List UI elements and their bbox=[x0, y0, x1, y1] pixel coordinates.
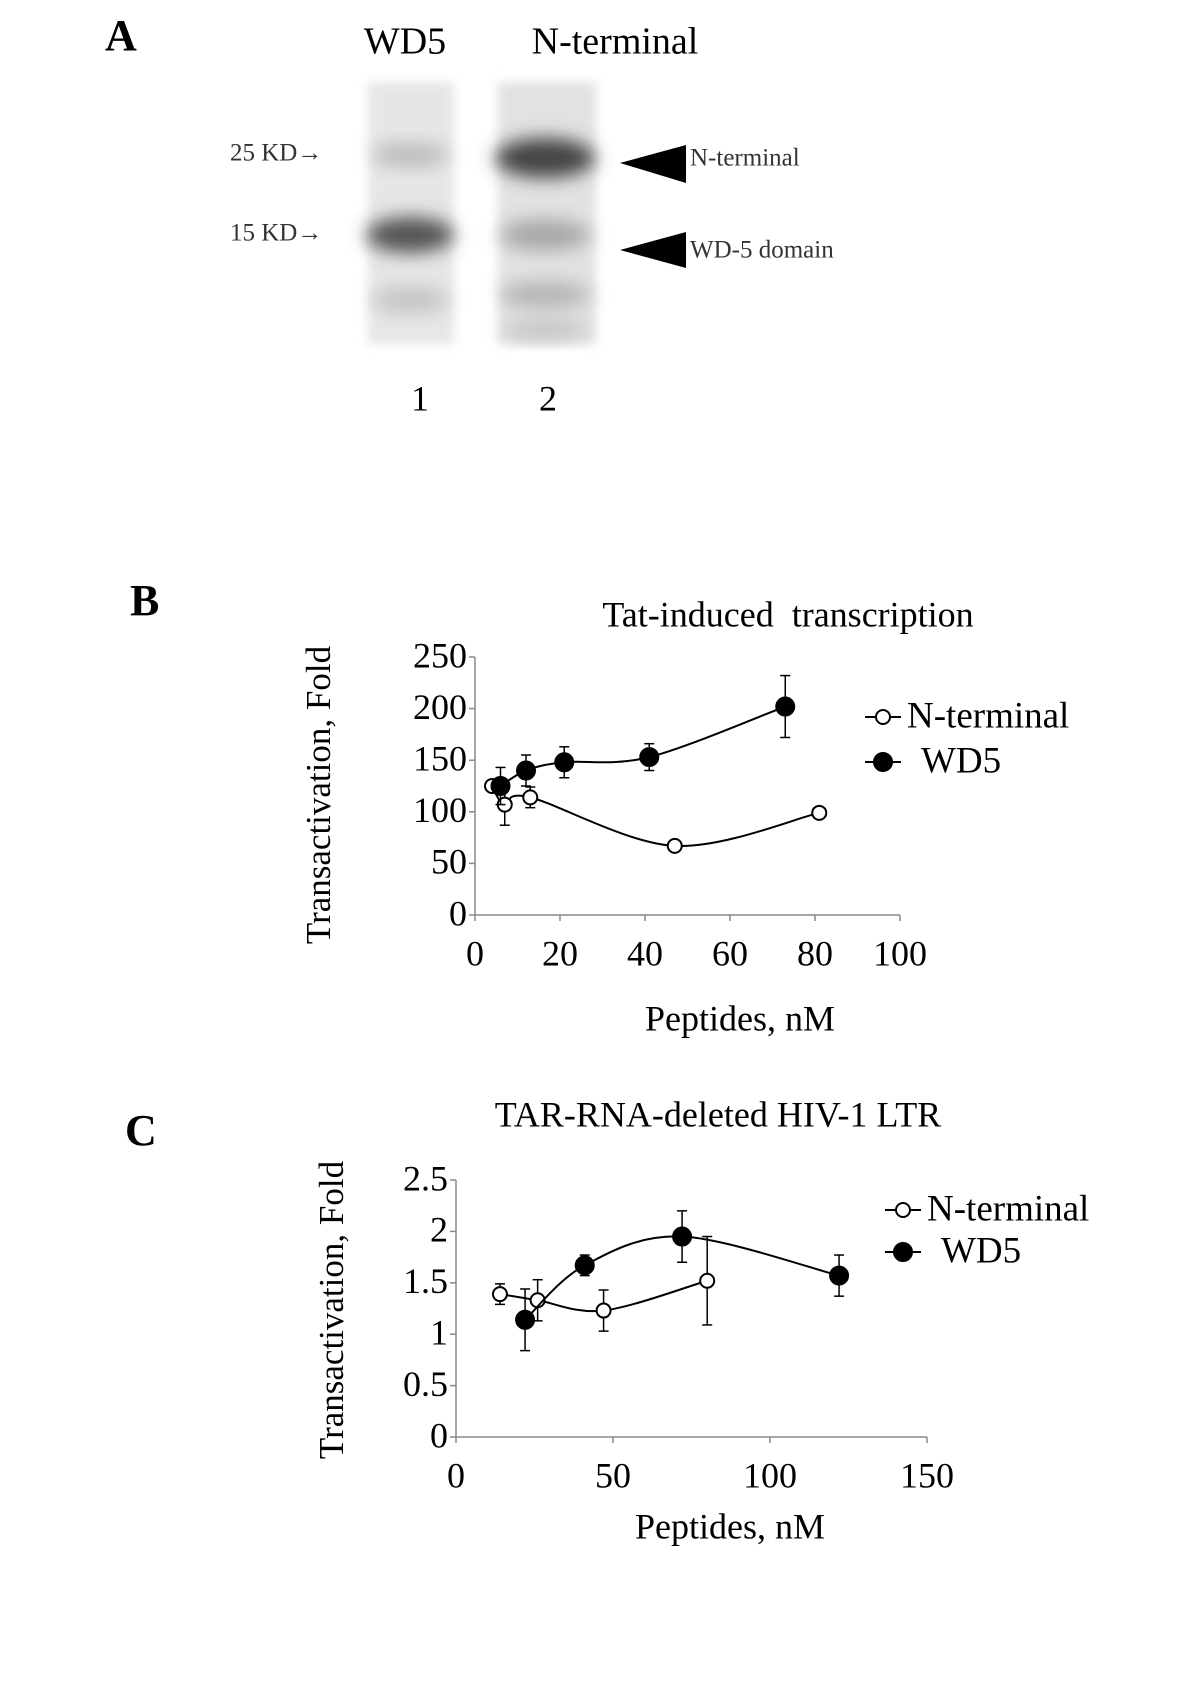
panel-label: B bbox=[130, 576, 159, 625]
marker bbox=[811, 804, 828, 821]
marker bbox=[875, 709, 891, 725]
x-tick-label: 150 bbox=[900, 1455, 954, 1495]
marker bbox=[775, 696, 796, 717]
x-axis-label: Peptides, nM bbox=[635, 1506, 825, 1546]
y-tick-label: 150 bbox=[413, 738, 467, 778]
x-tick-label: 0 bbox=[447, 1455, 465, 1495]
band-label: WD-5 domain bbox=[690, 237, 834, 264]
lane-title: N-terminal bbox=[532, 21, 699, 63]
y-tick-label: 100 bbox=[413, 790, 467, 830]
marker bbox=[490, 776, 511, 796]
arrowhead bbox=[620, 145, 686, 183]
series-line bbox=[499, 705, 786, 787]
y-tick-label: 0 bbox=[430, 1415, 448, 1455]
y-tick-label: 2 bbox=[430, 1210, 448, 1250]
y-tick-label: 0.5 bbox=[403, 1364, 448, 1404]
x-axis-label: Peptides, nM bbox=[645, 998, 835, 1038]
y-tick-label: 50 bbox=[431, 842, 467, 882]
marker bbox=[829, 1265, 850, 1286]
legend-label: WD5 bbox=[921, 740, 1001, 781]
x-tick-label: 100 bbox=[743, 1455, 797, 1495]
chart-title: Tat-induced transcription bbox=[602, 594, 973, 634]
legend-label: N-terminal bbox=[927, 1188, 1089, 1229]
marker bbox=[895, 1202, 911, 1218]
marker bbox=[554, 752, 575, 773]
band-label: N-terminal bbox=[690, 145, 800, 172]
y-tick-label: 250 bbox=[413, 635, 467, 675]
marker-label: 25 KD→ bbox=[230, 140, 322, 167]
marker-label: 15 KD→ bbox=[230, 220, 322, 247]
series-line bbox=[499, 1279, 708, 1313]
panel-label: C bbox=[125, 1106, 157, 1155]
marker bbox=[574, 1255, 595, 1276]
gel-image bbox=[366, 82, 596, 344]
y-tick-label: 1.5 bbox=[403, 1261, 448, 1301]
y-tick-label: 1 bbox=[430, 1312, 448, 1352]
legend-label: N-terminal bbox=[907, 695, 1069, 736]
x-tick-label: 40 bbox=[627, 933, 663, 973]
chart: C TAR-RNA-deleted HIV-1 LTR Transactivatio… bbox=[125, 1094, 1089, 1546]
marker bbox=[873, 752, 893, 772]
x-tick-label: 50 bbox=[595, 1455, 631, 1495]
y-tick-label: 0 bbox=[449, 893, 467, 933]
chart-title: TAR-RNA-deleted HIV-1 LTR bbox=[495, 1094, 941, 1134]
x-tick-label: 80 bbox=[797, 933, 833, 973]
lane-number: 1 bbox=[411, 378, 429, 418]
y-tick-label: 2.5 bbox=[403, 1158, 448, 1198]
panel-a: A WD5 N-terminal 25 KD→ 15 KD→ N-termina… bbox=[105, 11, 834, 418]
panel-label: A bbox=[105, 11, 137, 60]
marker bbox=[595, 1302, 612, 1319]
x-tick-label: 20 bbox=[542, 933, 578, 973]
series-line bbox=[491, 785, 820, 847]
x-tick-label: 0 bbox=[466, 933, 484, 973]
marker bbox=[515, 1309, 536, 1330]
lane-title: WD5 bbox=[364, 21, 446, 63]
marker bbox=[522, 789, 539, 806]
arrowhead bbox=[620, 232, 686, 268]
marker bbox=[491, 1286, 508, 1303]
marker bbox=[699, 1272, 716, 1289]
x-tick-label: 100 bbox=[873, 933, 927, 973]
series-line bbox=[524, 1235, 840, 1321]
marker bbox=[893, 1242, 913, 1262]
marker bbox=[672, 1226, 693, 1247]
lane-number: 2 bbox=[539, 378, 557, 418]
x-tick-label: 60 bbox=[712, 933, 748, 973]
y-tick-label: 200 bbox=[413, 687, 467, 727]
y-axis-label: Transactivation, Fold bbox=[312, 1160, 351, 1459]
chart: B Tat-induced transcription Transactivatio… bbox=[130, 576, 1069, 1038]
legend-label: WD5 bbox=[941, 1230, 1021, 1271]
marker bbox=[516, 760, 536, 781]
marker bbox=[639, 747, 660, 768]
y-axis-label: Transactivation, Fold bbox=[299, 645, 338, 944]
marker bbox=[666, 837, 683, 854]
